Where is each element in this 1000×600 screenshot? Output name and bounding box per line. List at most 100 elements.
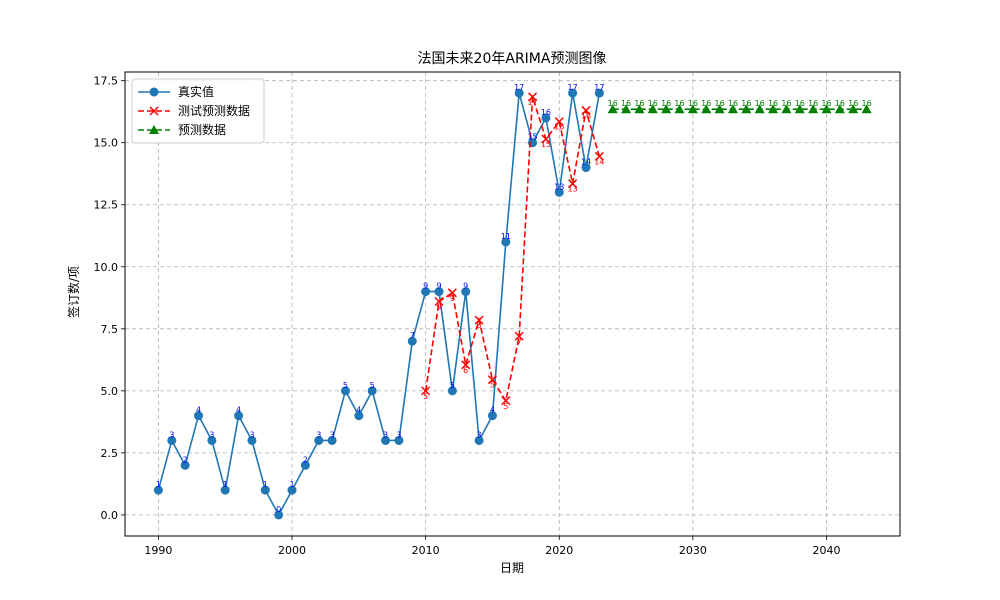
data-label: 7	[410, 331, 415, 340]
series-1	[153, 88, 604, 520]
data-label: 3	[330, 430, 335, 439]
data-point	[848, 104, 859, 114]
data-point	[808, 104, 819, 114]
y-tick-label: 12.5	[94, 199, 119, 212]
data-label: 9	[423, 282, 428, 291]
data-point	[193, 411, 203, 421]
data-point	[394, 435, 404, 445]
data-label: 16	[862, 99, 872, 108]
x-tick-label: 2040	[813, 544, 841, 557]
data-label: 2	[183, 455, 188, 464]
data-label: 16	[688, 99, 698, 108]
data-label: 3	[383, 430, 388, 439]
data-label: 5	[343, 381, 348, 390]
data-label: 14	[581, 158, 591, 167]
y-tick-label: 15.0	[94, 137, 119, 150]
series-line	[424, 96, 601, 403]
x-tick-label: 1990	[144, 544, 172, 557]
data-point	[554, 187, 564, 197]
legend-box	[131, 78, 265, 144]
data-label: 4	[356, 406, 361, 415]
data-point	[474, 315, 484, 325]
data-point	[554, 117, 564, 127]
data-label: 16	[795, 99, 805, 108]
data-label: 5	[370, 381, 375, 390]
data-label: 1	[156, 480, 161, 489]
data-label: 3	[477, 430, 482, 439]
data-label: 16	[808, 99, 818, 108]
series-line	[157, 92, 601, 517]
legend-label: 预测数据	[178, 122, 226, 137]
data-label: 16	[715, 99, 725, 108]
data-label: 1	[263, 480, 268, 489]
data-point	[421, 287, 431, 297]
grid	[125, 72, 900, 536]
data-point	[528, 92, 538, 102]
data-point	[487, 411, 497, 421]
data-point	[701, 104, 712, 114]
data-point	[861, 104, 872, 114]
data-label: 15	[527, 133, 537, 142]
chart-title: 法国未来20年ARIMA预测图像	[418, 51, 607, 67]
data-label: 17	[527, 98, 537, 107]
data-point	[687, 104, 698, 114]
data-label: 16	[741, 99, 751, 108]
data-label: 2	[303, 455, 308, 464]
data-point	[781, 104, 792, 114]
data-point	[581, 105, 591, 115]
data-point	[568, 88, 578, 98]
data-label: 16	[728, 99, 738, 108]
data-point	[541, 134, 551, 144]
data-label: 5	[450, 381, 455, 390]
data-point	[180, 460, 190, 470]
data-point	[634, 104, 645, 114]
data-point	[234, 411, 244, 421]
data-point	[461, 360, 471, 370]
x-tick-label: 2010	[412, 544, 440, 557]
data-point	[407, 336, 417, 346]
data-label: 4	[196, 406, 201, 415]
data-point	[501, 396, 511, 406]
data-point	[367, 386, 377, 396]
data-point	[381, 435, 391, 445]
data-label: 8	[477, 321, 482, 330]
x-axis-title: 日期	[500, 561, 524, 575]
data-label: 5	[490, 381, 495, 390]
data-label: 11	[501, 232, 511, 241]
data-label: 6	[463, 366, 468, 375]
y-tick-label: 0.0	[101, 509, 119, 522]
data-point	[674, 104, 685, 114]
legend-item: 预测数据	[138, 122, 226, 137]
data-point	[327, 435, 337, 445]
data-label: 7	[517, 337, 522, 346]
data-point	[247, 435, 257, 445]
data-label: 17	[568, 83, 578, 92]
data-label: 16	[608, 99, 618, 108]
data-point	[421, 386, 431, 396]
data-label: 1	[223, 480, 228, 489]
data-label: 16	[621, 99, 631, 108]
legend-marker	[149, 87, 159, 97]
data-point	[821, 104, 832, 114]
data-point	[647, 104, 658, 114]
data-point	[461, 287, 471, 297]
legend-label: 测试预测数据	[178, 103, 250, 118]
data-label: 4	[236, 406, 241, 415]
data-point	[274, 510, 284, 520]
data-label: 9	[436, 303, 441, 312]
series-2	[421, 92, 604, 406]
x-tick-label: 2030	[679, 544, 707, 557]
data-point	[768, 104, 779, 114]
data-label: 3	[316, 430, 321, 439]
data-point	[434, 287, 444, 297]
data-label: 16	[701, 99, 711, 108]
data-point	[607, 104, 618, 114]
data-point	[594, 151, 604, 161]
data-label: 16	[674, 99, 684, 108]
series-layer	[153, 88, 872, 520]
legend-item: 真实值	[138, 84, 214, 99]
data-point	[568, 179, 578, 189]
x-tick-label: 2020	[545, 544, 573, 557]
data-label: 16	[768, 99, 778, 108]
